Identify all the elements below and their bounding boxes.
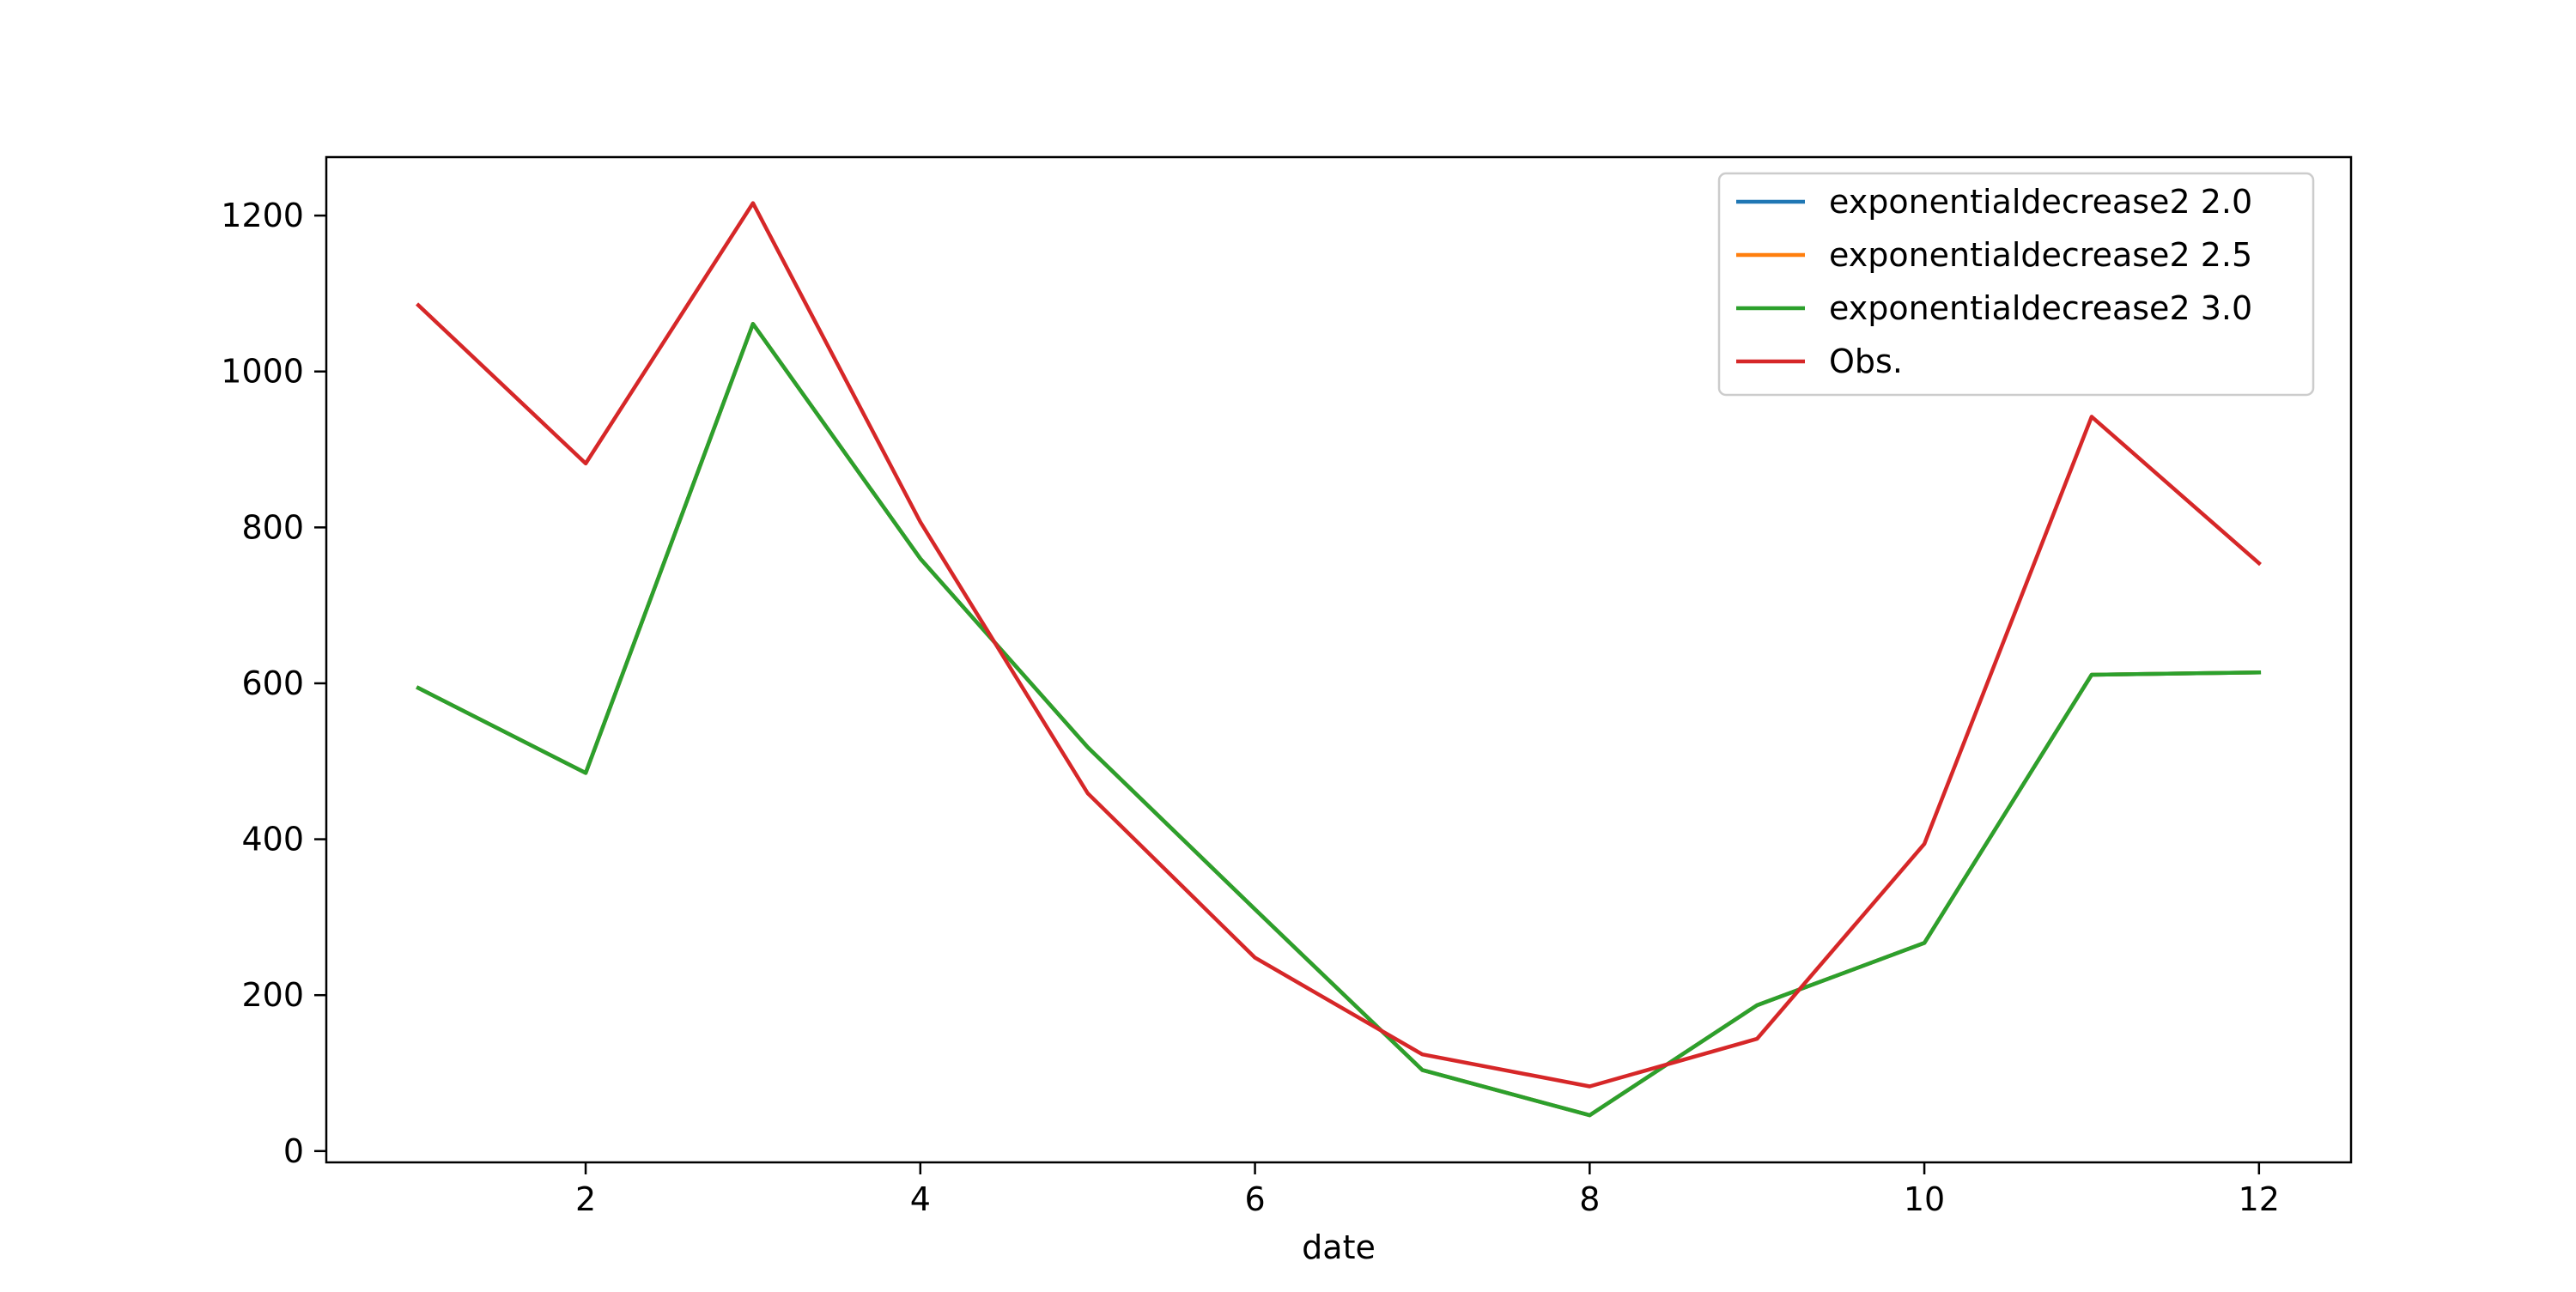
legend-label: exponentialdecrease2 2.5 — [1829, 236, 2252, 274]
x-axis-label: date — [1302, 1228, 1376, 1266]
x-tick-label: 8 — [1579, 1180, 1600, 1218]
y-tick-label: 800 — [241, 508, 304, 546]
x-tick-label: 2 — [575, 1180, 596, 1218]
x-tick-label: 10 — [1904, 1180, 1945, 1218]
y-tick-label: 1200 — [221, 197, 304, 234]
legend-label: Obs. — [1829, 343, 1903, 380]
axes-frame — [325, 155, 2353, 1164]
y-tick-label: 1000 — [221, 353, 304, 391]
x-tick-label: 6 — [1244, 1180, 1265, 1218]
series-line-3 — [416, 322, 2262, 1118]
y-tick-label: 0 — [283, 1132, 304, 1170]
legend-box — [1717, 172, 2315, 397]
y-tick-label: 200 — [241, 976, 304, 1014]
legend-label: exponentialdecrease2 2.0 — [1829, 183, 2252, 221]
x-tick-label: 12 — [2239, 1180, 2280, 1218]
y-tick-label: 600 — [241, 664, 304, 702]
x-tick-label: 4 — [910, 1180, 931, 1218]
y-tick-label: 400 — [241, 821, 304, 858]
series-line-4 — [416, 201, 2262, 1089]
legend-label: exponentialdecrease2 3.0 — [1829, 289, 2252, 327]
